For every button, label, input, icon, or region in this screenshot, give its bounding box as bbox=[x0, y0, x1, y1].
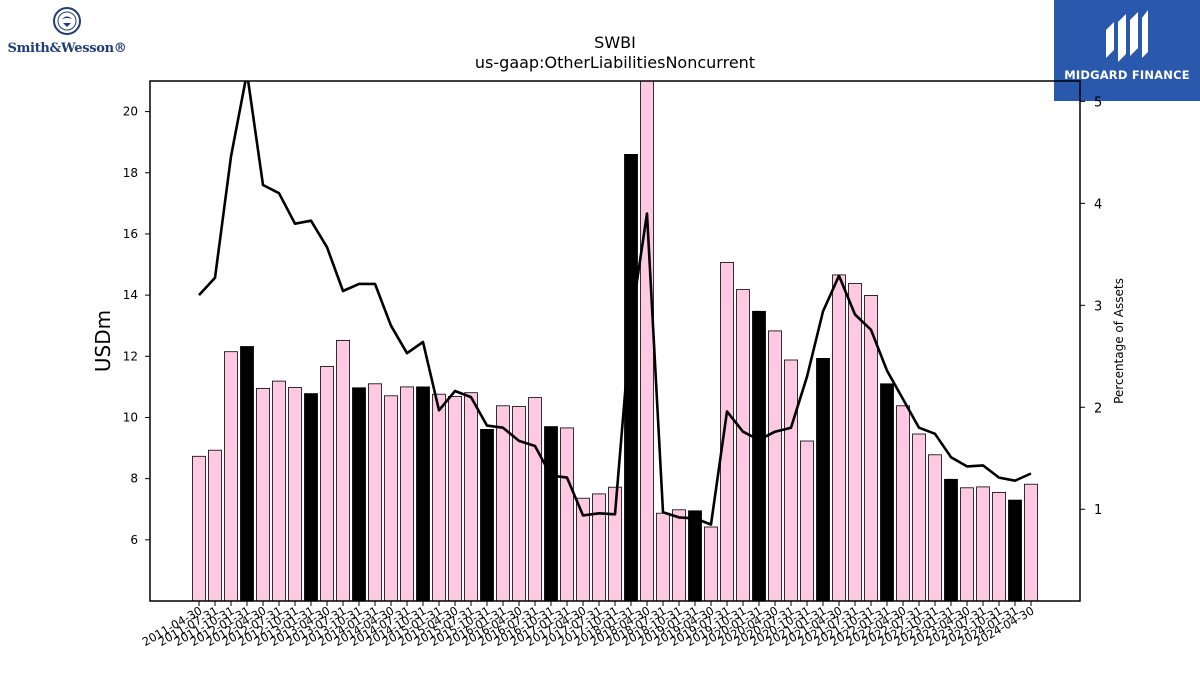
y-tick-label: 20 bbox=[123, 105, 138, 119]
bar bbox=[336, 339, 350, 601]
bar bbox=[400, 386, 414, 601]
bar bbox=[672, 509, 686, 601]
bar bbox=[352, 387, 366, 601]
smith-wesson-logo: Smith&Wesson® bbox=[6, 6, 128, 58]
bar bbox=[576, 497, 590, 601]
bar bbox=[832, 274, 846, 601]
y-tick-label: 8 bbox=[130, 472, 138, 486]
bar bbox=[480, 428, 494, 601]
bar bbox=[928, 454, 942, 601]
bar bbox=[224, 351, 238, 601]
bar bbox=[496, 405, 510, 601]
y-tick-label: 16 bbox=[123, 227, 138, 241]
bar bbox=[416, 386, 430, 601]
midgard-finance-mark-icon bbox=[1106, 10, 1148, 62]
bar bbox=[640, 81, 654, 601]
bar bbox=[208, 449, 222, 601]
bar bbox=[656, 512, 670, 601]
bar bbox=[704, 526, 718, 601]
bar bbox=[512, 406, 526, 601]
bar bbox=[992, 491, 1006, 601]
bar bbox=[528, 397, 542, 601]
y-tick-label: 14 bbox=[123, 288, 138, 302]
y2-tick-label: 1 bbox=[1094, 503, 1102, 518]
bar bbox=[624, 153, 638, 601]
bar bbox=[592, 493, 606, 601]
bar bbox=[784, 359, 798, 601]
bar bbox=[896, 405, 910, 601]
bar bbox=[768, 330, 782, 601]
bar bbox=[880, 383, 894, 601]
bar bbox=[1008, 499, 1022, 601]
bar bbox=[800, 440, 814, 601]
y-tick-label: 18 bbox=[123, 166, 138, 180]
bar bbox=[864, 294, 878, 601]
y2-tick-label: 3 bbox=[1094, 299, 1102, 314]
bar bbox=[608, 486, 622, 601]
bar bbox=[304, 393, 318, 601]
bar bbox=[1024, 483, 1038, 601]
bar bbox=[288, 387, 302, 601]
bar bbox=[272, 380, 286, 601]
bar bbox=[688, 510, 702, 601]
bar bbox=[944, 478, 958, 601]
bar bbox=[976, 486, 990, 601]
bar bbox=[752, 310, 766, 601]
bar bbox=[432, 393, 446, 601]
bar bbox=[256, 387, 270, 601]
bar bbox=[720, 261, 734, 601]
y-axis-label: USDm bbox=[91, 310, 115, 372]
bar bbox=[384, 395, 398, 601]
chart-title: SWBI bbox=[594, 33, 636, 52]
bar bbox=[912, 433, 926, 601]
bar bbox=[320, 365, 334, 601]
bar bbox=[368, 383, 382, 601]
percentage-line bbox=[198, 81, 1032, 526]
y2-axis-label: Percentage of Assets bbox=[1112, 278, 1126, 404]
bar bbox=[560, 427, 574, 601]
bar bbox=[448, 395, 462, 601]
smith-wesson-wordmark: Smith&Wesson® bbox=[7, 41, 127, 56]
y-tick-label: 6 bbox=[130, 533, 138, 547]
y-tick-label: 10 bbox=[123, 410, 138, 424]
midgard-finance-wordmark: MIDGARD FINANCE bbox=[1064, 68, 1190, 82]
bar bbox=[736, 289, 750, 601]
bar bbox=[544, 426, 558, 601]
y2-tick-label: 2 bbox=[1094, 401, 1102, 416]
bar bbox=[848, 283, 862, 601]
bar bbox=[240, 346, 254, 601]
smith-wesson-seal-icon bbox=[53, 7, 81, 35]
bar bbox=[960, 487, 974, 601]
chart-subtitle: us-gaap:OtherLiabilitiesNoncurrent bbox=[474, 53, 756, 72]
bar bbox=[816, 357, 830, 601]
y2-tick-label: 5 bbox=[1094, 95, 1102, 110]
bar bbox=[192, 455, 206, 601]
midgard-finance-logo: MIDGARD FINANCE bbox=[1054, 0, 1200, 101]
y-tick-label: 12 bbox=[123, 349, 138, 363]
y2-tick-label: 4 bbox=[1094, 197, 1102, 212]
bar bbox=[464, 392, 478, 601]
